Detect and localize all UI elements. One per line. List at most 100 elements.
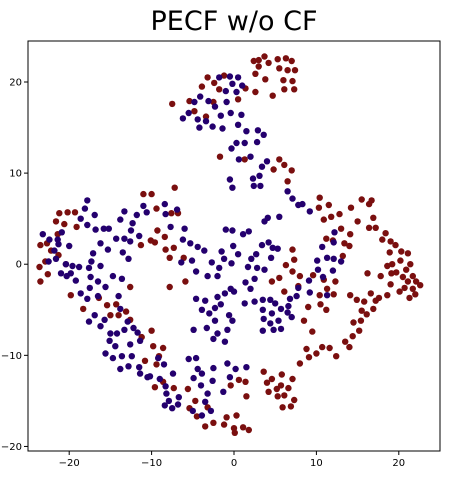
scatter-point (109, 272, 117, 280)
x-tick-label: −20 (59, 458, 80, 469)
scatter-point (222, 87, 229, 95)
scatter-point (319, 343, 326, 351)
scatter-point (202, 113, 210, 120)
scatter-point (244, 263, 252, 271)
scatter-point (281, 288, 288, 295)
scatter-point (267, 320, 274, 327)
scatter-point (198, 370, 206, 377)
scatter-point (186, 97, 193, 105)
scatter-point (211, 79, 218, 87)
scatter-point (269, 244, 276, 251)
scatter-point (229, 227, 236, 234)
scatter-point (61, 220, 68, 228)
scatter-point (243, 364, 250, 371)
scatter-point (150, 343, 157, 350)
scatter-point (276, 156, 283, 163)
scatter-point (127, 283, 134, 291)
scatter-point (161, 200, 168, 208)
scatter-point (377, 272, 384, 280)
scatter-point (208, 259, 215, 266)
scatter-point (407, 261, 414, 268)
scatter-point (320, 216, 327, 223)
scatter-point (273, 385, 280, 393)
scatter-point (175, 394, 182, 401)
scatter-point (121, 326, 128, 333)
scatter-point (417, 282, 424, 289)
scatter-point (141, 357, 149, 364)
scatter-point (368, 197, 375, 204)
scatter-point (384, 292, 391, 299)
scatter-point (392, 241, 399, 249)
scatter-point (211, 304, 219, 312)
scatter-point (238, 111, 245, 119)
scatter-point (105, 225, 113, 232)
scatter-point (224, 326, 231, 333)
scatter-point (261, 218, 268, 225)
scatter-point (268, 310, 276, 317)
scatter-point (198, 412, 206, 419)
scatter-point (347, 292, 354, 299)
scatter-point (361, 298, 368, 305)
scatter-point (52, 218, 60, 225)
scatter-point (117, 216, 124, 223)
scatter-point (229, 184, 236, 191)
scatter-point (225, 312, 233, 319)
scatter-point (97, 240, 104, 247)
scatter-point (265, 239, 272, 246)
scatter-point (161, 402, 168, 409)
scatter-point (401, 284, 408, 292)
scatter-point (350, 319, 357, 326)
scatter-point (250, 182, 257, 190)
scatter-point (36, 263, 43, 271)
scatter-point (148, 327, 155, 334)
scatter-point (117, 365, 124, 373)
scatter-point (191, 108, 198, 115)
scatter-point (279, 404, 286, 411)
scatter-point (291, 67, 299, 74)
scatter-point (222, 226, 229, 233)
scatter-point (412, 278, 420, 285)
scatter-point (144, 374, 151, 381)
scatter-point (330, 291, 337, 298)
scatter-point (337, 258, 345, 265)
scatter-point (37, 278, 44, 285)
scatter-point (220, 72, 228, 79)
scatter-point (404, 278, 412, 285)
scatter-point (300, 317, 308, 324)
scatter-point (247, 285, 254, 292)
scatter-point (179, 236, 187, 243)
scatter-point (119, 249, 127, 256)
scatter-point (409, 285, 416, 292)
scatter-point (192, 354, 200, 362)
scatter-point (217, 301, 224, 308)
scatter-point (388, 270, 395, 277)
scatter-point (306, 208, 313, 215)
scatter-point (296, 272, 304, 280)
scatter-point (316, 292, 323, 299)
scatter-point (174, 401, 182, 408)
scatter-point (319, 243, 326, 251)
scatter-point (288, 167, 295, 174)
scatter-point (363, 311, 370, 318)
scatter-point (127, 341, 134, 348)
scatter-point (354, 218, 361, 225)
scatter-point (234, 251, 242, 258)
scatter-point (284, 309, 291, 316)
scatter-point (136, 364, 143, 371)
scatter-point (258, 241, 266, 249)
scatter-point (112, 343, 119, 350)
scatter-point (285, 302, 292, 310)
scatter-point (220, 421, 228, 428)
scatter-point (337, 225, 345, 232)
scatter-point (293, 292, 300, 300)
scatter-point (211, 103, 219, 110)
scatter-point (165, 397, 173, 405)
scatter-point (77, 290, 84, 297)
scatter-point (115, 312, 122, 319)
scatter-point (267, 296, 274, 303)
scatter-point (73, 223, 80, 231)
scatter-point (201, 247, 208, 254)
scatter-point (221, 338, 229, 345)
scatter-point (46, 236, 53, 243)
scatter-point (118, 353, 126, 360)
